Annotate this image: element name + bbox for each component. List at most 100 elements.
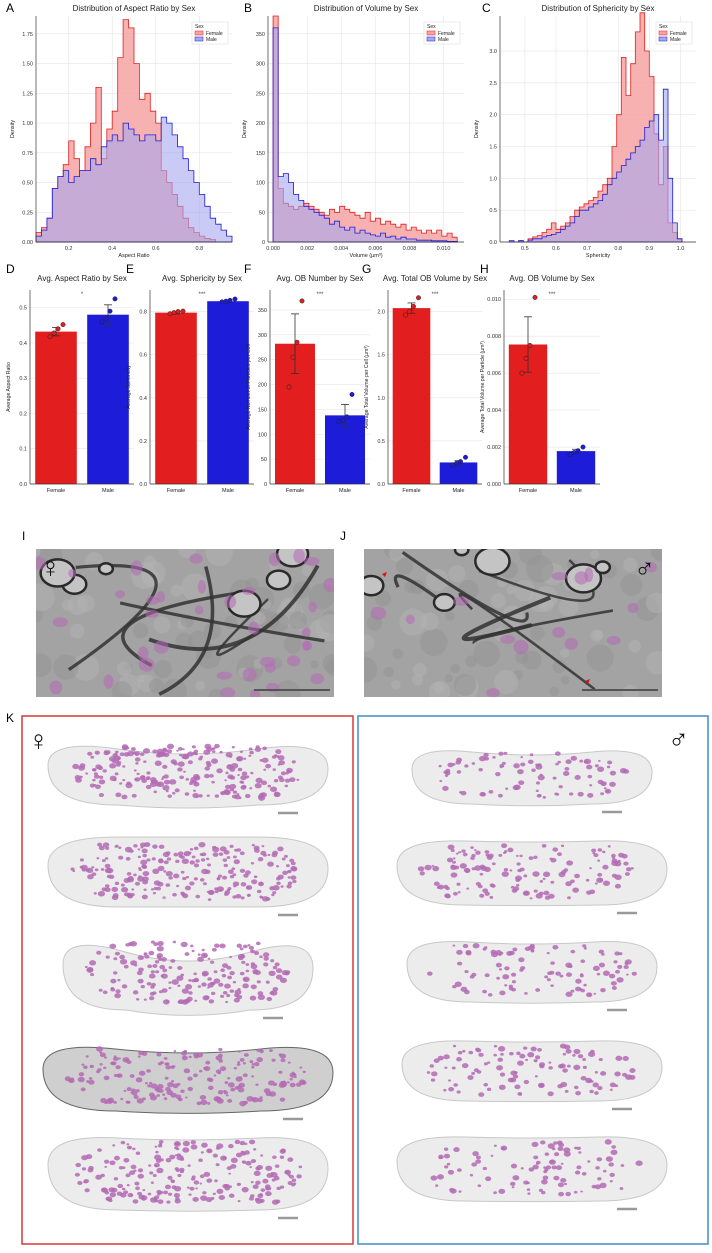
- organelle-particle: [548, 1061, 552, 1064]
- organelle-particle: [299, 1066, 303, 1069]
- organelle-particle: [156, 1189, 162, 1194]
- organelle-particle: [471, 972, 477, 977]
- organelle-particle: [554, 751, 561, 756]
- organelle-particle: [235, 893, 242, 899]
- organelle-particle: [239, 947, 244, 951]
- organelle-particle: [527, 759, 534, 765]
- organelle-particle: [280, 1058, 286, 1063]
- organelle-particle: [500, 1052, 504, 1056]
- organelle-particle: [147, 1084, 152, 1088]
- organelle-particle: [544, 975, 549, 979]
- organelle-particle: [222, 875, 228, 880]
- organelle-particle: [107, 1097, 115, 1104]
- organelle-particle: [277, 763, 281, 766]
- organelle-particle: [130, 1164, 137, 1170]
- organelle-particle: [123, 752, 130, 757]
- organelle-particle: [166, 743, 175, 750]
- organelle-particle: [302, 1070, 306, 1074]
- organelle-particle: [152, 1173, 157, 1178]
- organelle-particle: [168, 966, 173, 969]
- organelle-body: [513, 639, 529, 655]
- female-symbol: ♀: [28, 725, 49, 756]
- reconstruction-cell: [47, 1137, 329, 1220]
- y-tick-label: 0.2: [19, 411, 27, 417]
- organelle-particle: [277, 846, 284, 852]
- organelle-particle: [498, 751, 504, 756]
- organelle-particle: [154, 1145, 158, 1148]
- organelle-particle: [543, 1170, 548, 1174]
- organelle-particle: [226, 856, 231, 859]
- organelle-particle: [101, 859, 106, 863]
- organelle-particle: [577, 1054, 584, 1059]
- organelle-particle: [149, 781, 157, 787]
- organelle-particle: [121, 794, 128, 800]
- organelle-particle: [496, 1065, 504, 1071]
- organelle-particle: [477, 1184, 482, 1188]
- organelle-body: [197, 579, 206, 594]
- bar-male: [556, 451, 596, 484]
- data-point: [223, 298, 229, 304]
- organelle-particle: [241, 953, 245, 957]
- organelle-particle: [430, 1078, 436, 1082]
- panel-letter-c: C: [482, 1, 491, 15]
- organelle-particle: [289, 777, 296, 783]
- organelle-particle: [117, 1074, 121, 1078]
- organelle-particle: [528, 1167, 535, 1172]
- organelle-particle: [255, 777, 263, 784]
- organelle-particle: [608, 1162, 614, 1167]
- organelle-particle: [562, 1068, 568, 1073]
- organelle-particle: [538, 1082, 545, 1088]
- organelle-particle: [253, 875, 258, 879]
- organelle-particle: [557, 760, 561, 764]
- organelle-particle: [544, 1152, 550, 1156]
- y-tick-label: 350: [256, 32, 265, 38]
- organelle-particle: [499, 1072, 506, 1077]
- organelle-particle: [193, 1073, 198, 1078]
- organelle-particle: [254, 747, 262, 752]
- em-texture: [453, 673, 477, 697]
- organelle-particle: [290, 861, 296, 866]
- em-texture: [310, 660, 319, 669]
- organelle-particle: [197, 956, 204, 962]
- organelle-particle: [113, 971, 118, 975]
- chart-title: Avg. OB Volume by Sex: [509, 274, 594, 283]
- organelle-particle: [236, 1182, 242, 1186]
- chart-title: Distribution of Volume by Sex: [314, 4, 419, 13]
- em-texture: [560, 675, 570, 685]
- organelle-particle: [624, 959, 632, 965]
- organelle-particle: [507, 847, 514, 853]
- organelle-particle: [98, 793, 105, 798]
- em-texture: [590, 549, 600, 560]
- organelle-particle: [131, 793, 137, 798]
- organelle-body: [574, 571, 589, 585]
- legend-swatch: [426, 36, 436, 42]
- em-texture: [254, 612, 266, 625]
- organelle-particle: [188, 991, 193, 995]
- organelle-particle: [585, 878, 590, 882]
- em-texture: [645, 592, 662, 614]
- organelle-particle: [538, 891, 544, 896]
- organelle-particle: [134, 881, 141, 886]
- em-texture: [473, 640, 500, 668]
- organelle-particle: [602, 850, 606, 854]
- organelle-particle: [575, 986, 582, 992]
- organelle-particle: [260, 1188, 266, 1192]
- organelle-particle: [565, 991, 573, 997]
- organelle-particle: [211, 947, 217, 952]
- organelle-particle: [214, 1179, 218, 1183]
- organelle-particle: [162, 851, 170, 858]
- organelle-particle: [203, 1066, 208, 1070]
- organelle-particle: [237, 1050, 241, 1053]
- organelle-particle: [135, 1186, 140, 1191]
- organelle-particle: [570, 949, 576, 954]
- organelle-particle: [117, 1183, 124, 1189]
- organelle-particle: [172, 940, 177, 944]
- organelle-particle: [227, 1098, 233, 1103]
- organelle-particle: [522, 890, 530, 896]
- reconstruction-cell: [406, 940, 658, 1012]
- x-tick-label: 0.002: [300, 246, 314, 252]
- organelle-particle: [181, 988, 189, 994]
- organelle-particle: [109, 1192, 117, 1198]
- organelle-particle: [218, 1194, 226, 1200]
- organelle-particle: [137, 855, 141, 859]
